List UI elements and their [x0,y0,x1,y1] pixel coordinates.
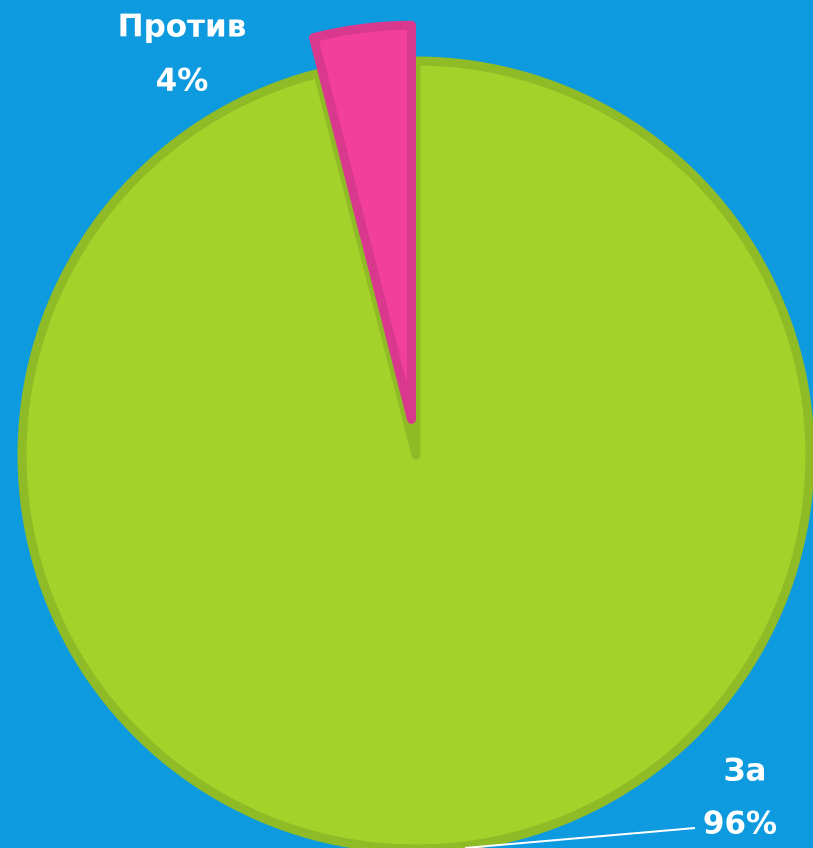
slice-value-label: 4% [156,63,209,99]
leader-line [464,827,696,848]
slice-label: Против [118,9,247,45]
pie-slice [309,20,416,424]
slice-value-label: 96% [703,806,777,842]
pie-slice [17,56,813,848]
slice-label: За [724,753,767,789]
